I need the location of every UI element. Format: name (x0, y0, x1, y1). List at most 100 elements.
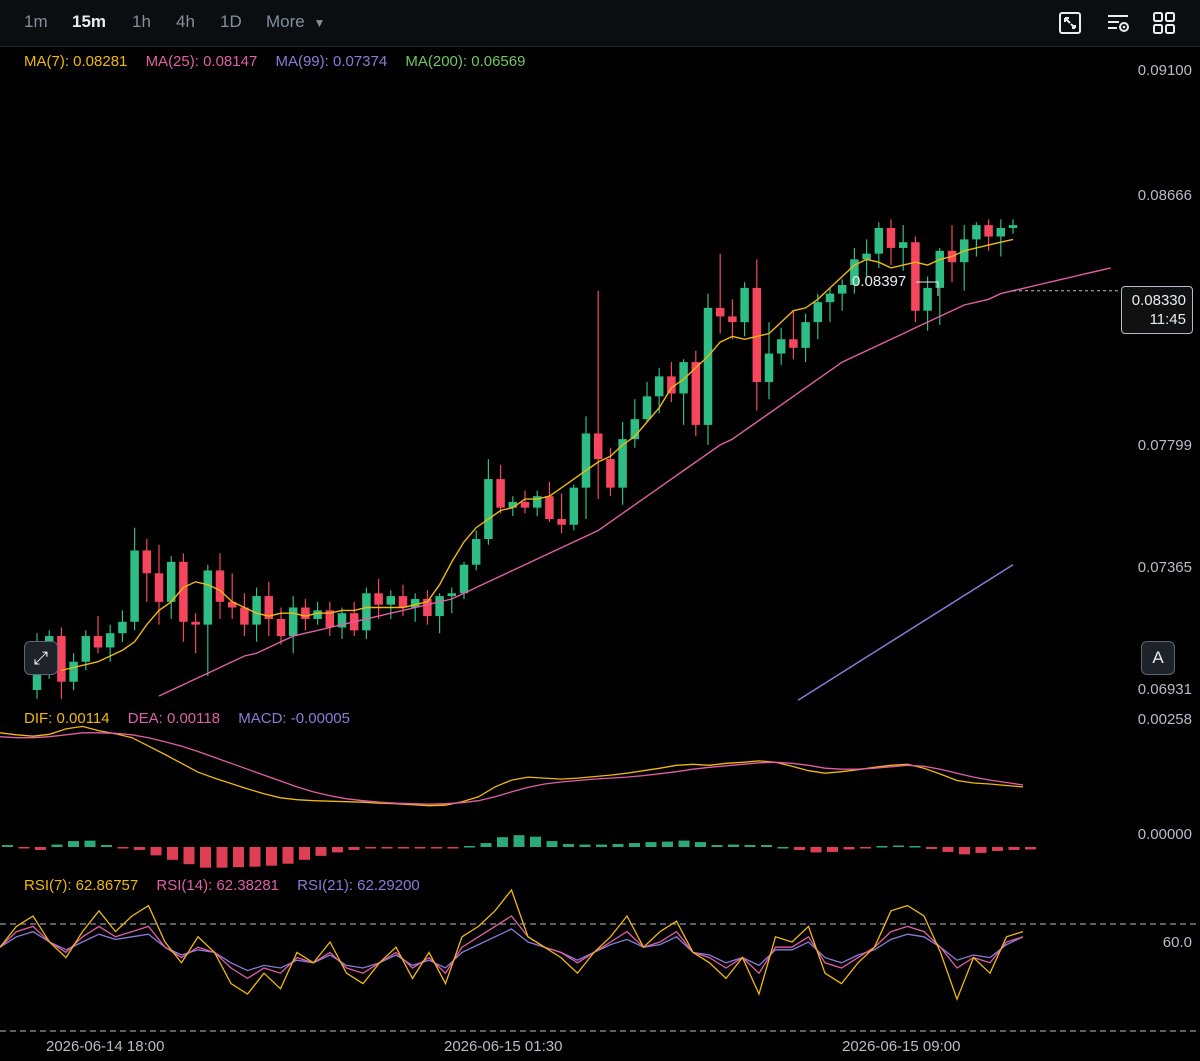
candle-body (911, 242, 920, 311)
expand-button[interactable]: ⤢ (24, 641, 58, 675)
candle-body (520, 501, 530, 508)
timeframe-1d[interactable]: 1D (220, 12, 242, 31)
macd-histogram-bar (926, 847, 937, 849)
candle-body (898, 242, 908, 248)
candle-body (93, 636, 103, 648)
macd-histogram-bar (744, 845, 756, 847)
macd-histogram-bar (546, 841, 558, 847)
ma25-legend: MA(25): 0.08147 (145, 53, 258, 70)
macd-histogram-bar (513, 835, 525, 847)
macd-legend: DIF: 0.00114 DEA: 0.00118 MACD: -0.00005 (24, 710, 364, 727)
more-timeframes-dropdown[interactable]: More ▼ (266, 12, 325, 32)
candle-body (862, 253, 871, 260)
ma200-legend: MA(200): 0.06569 (405, 53, 526, 70)
macd-histogram-bar (18, 847, 30, 849)
macd-histogram-bar (282, 847, 294, 864)
macd-histogram-bar (645, 842, 657, 847)
candlestick-series (32, 219, 1018, 699)
macd-histogram-bar (629, 843, 640, 847)
rsi-panel (0, 888, 1024, 1002)
ma99-legend: MA(99): 0.07374 (275, 53, 388, 70)
indicator-settings-icon[interactable] (1106, 11, 1130, 35)
candle-body (227, 601, 237, 608)
candle-body (496, 479, 505, 508)
date-tick-label: 2026-06-15 09:00 (842, 1038, 961, 1055)
candle-body (264, 596, 274, 619)
macd-histogram-bar (84, 840, 96, 847)
candle-body (410, 598, 420, 608)
price-chart[interactable] (0, 47, 1200, 1061)
candle-body (874, 227, 884, 254)
ma7-legend: MA(7): 0.08281 (24, 53, 128, 70)
candle-body (166, 561, 176, 602)
ma-legend: MA(7): 0.08281 MA(25): 0.08147 MA(99): 0… (24, 53, 539, 70)
timeframe-1m[interactable]: 1m (24, 12, 48, 31)
moving-average-lines (61, 238, 1111, 701)
candle-body (789, 339, 798, 348)
date-tick-label: 2026-06-15 01:30 (444, 1038, 563, 1055)
macd-histogram-bar (909, 846, 921, 848)
candle-body (557, 519, 566, 525)
timeframe-15m[interactable]: 15m (72, 12, 107, 31)
candle-body (984, 225, 993, 237)
candle-body (654, 376, 664, 397)
macd-histogram-bar (612, 844, 624, 847)
high-price-label: 0.08397 (852, 273, 907, 290)
macd-histogram-bar (579, 844, 591, 847)
caret-down-icon: ▼ (313, 16, 326, 30)
candle-body (130, 550, 139, 622)
macd-value-legend: MACD: -0.00005 (238, 710, 350, 727)
ma99-line (797, 564, 1014, 701)
macd-tick-label: 0.00000 (1137, 826, 1192, 843)
candle-body (276, 618, 286, 637)
candle-body (313, 610, 322, 619)
candle-body (532, 496, 542, 508)
macd-histogram-bar (1008, 847, 1020, 850)
candle-body (435, 596, 444, 617)
macd-histogram-bar (678, 840, 690, 847)
macd-histogram-bar (530, 836, 541, 847)
candle-body (154, 573, 164, 602)
candle-body (57, 636, 66, 682)
candle-body (923, 287, 932, 311)
price-tick-label: 0.08666 (1137, 187, 1192, 204)
macd-histogram-bar (381, 847, 393, 849)
timeframe-1h[interactable]: 1h (132, 12, 151, 31)
macd-histogram-bar (810, 847, 822, 853)
candle-body (179, 561, 188, 622)
candle-body (337, 613, 347, 628)
candle-body (679, 362, 688, 394)
macd-histogram-bar (35, 847, 46, 850)
macd-histogram-bar (266, 847, 277, 866)
ma7-line (61, 238, 1014, 671)
macd-histogram-bar (959, 847, 970, 855)
macd-histogram-bar (860, 847, 871, 849)
high-price-pointer (916, 281, 939, 296)
candle-body (508, 501, 518, 508)
macd-histogram-bar (101, 845, 112, 847)
candle-body (667, 376, 676, 394)
expand-icon: ⤢ (33, 648, 49, 668)
candle-body (728, 316, 737, 323)
candle-body (240, 607, 249, 625)
fullscreen-icon[interactable] (1058, 11, 1082, 35)
auto-scale-button[interactable]: A (1141, 641, 1175, 675)
timeframe-4h[interactable]: 4h (176, 12, 195, 31)
macd-histogram-bar (183, 847, 195, 865)
macd-histogram-bar (51, 844, 63, 847)
dif-line (0, 725, 1024, 807)
macd-histogram-bar (299, 847, 310, 860)
macd-histogram-bar (761, 845, 772, 847)
macd-histogram-bar (447, 847, 459, 849)
auto-scale-label: A (1152, 648, 1164, 667)
dea-line (0, 732, 1024, 805)
rsi-guide-lines (0, 923, 1200, 1032)
layout-grid-icon[interactable] (1152, 11, 1176, 35)
candle-body (398, 596, 408, 608)
ma25-line (158, 267, 1111, 697)
macd-panel (0, 725, 1036, 868)
macd-tick-label: 0.00258 (1137, 711, 1192, 728)
price-markers (916, 281, 1121, 296)
candle-body (935, 250, 945, 288)
candle-body (471, 539, 481, 565)
